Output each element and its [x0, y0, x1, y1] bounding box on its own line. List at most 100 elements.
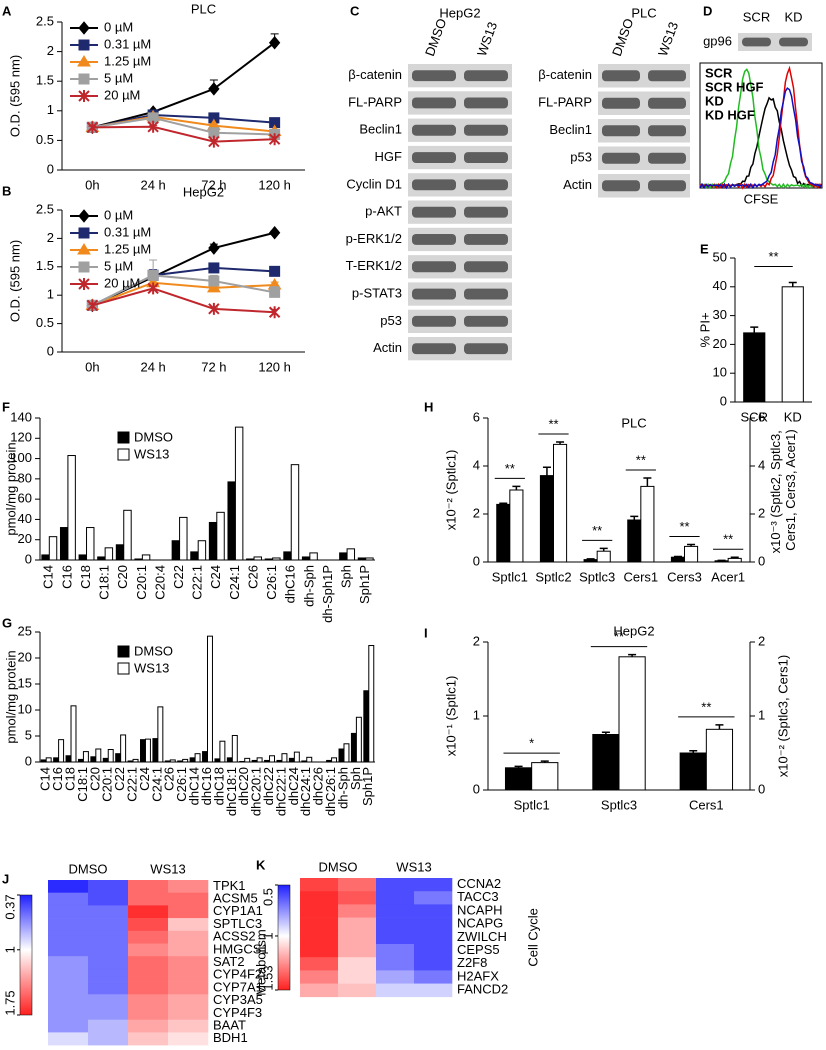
error-bar: [730, 556, 739, 559]
colorbar-tick-label: 1: [260, 932, 275, 939]
marker: [147, 120, 159, 133]
bar: [190, 551, 199, 561]
bar: [301, 556, 311, 561]
panel-letter: H: [424, 399, 433, 414]
x-tick-label: C16: [59, 565, 74, 589]
x-tick-label: C14: [41, 565, 56, 589]
bar: [104, 547, 114, 561]
row-label: SAT2: [213, 954, 245, 969]
bar: [531, 762, 559, 791]
heat-cell: [88, 956, 129, 970]
y-tick-label: 40: [18, 511, 32, 526]
bar: [97, 556, 106, 561]
x-tick-label: dh-Sph: [301, 565, 316, 607]
x-tick-label: dhC14: [187, 767, 202, 805]
plot-frame: [699, 62, 823, 189]
bar: [78, 554, 88, 561]
bar: [539, 475, 555, 563]
legend-label: SCR: [705, 65, 733, 80]
row-label: p53: [380, 313, 402, 328]
legend-label: 5 µM: [104, 70, 133, 85]
marker: [86, 121, 99, 134]
heat-cell: [338, 904, 377, 918]
bar: [157, 706, 164, 763]
band: [464, 288, 508, 300]
colorbar: [277, 884, 291, 991]
heat-cell: [88, 994, 129, 1008]
y-tick-label: 2: [47, 230, 54, 245]
row-label: NCAPH: [457, 902, 503, 917]
y-tick-label: 2.5: [36, 13, 54, 28]
lane-label: WS13: [655, 20, 681, 58]
heat-cell: [376, 917, 415, 932]
row-label: FANCD2: [457, 982, 508, 997]
panel-letter: C: [350, 3, 360, 18]
bar: [141, 554, 151, 561]
significance: **: [548, 416, 558, 431]
band: [602, 125, 640, 137]
blot-strip: [408, 309, 512, 333]
y-axis-label: pmol/mg protein: [3, 442, 18, 535]
y2-axis-label: x10⁻³ (Sptlc2, Sptlc3, Cers1, Cers3, Ace…: [768, 427, 798, 554]
heat-cell: [88, 930, 129, 944]
error-bar: [630, 515, 639, 520]
error-bar: [687, 543, 696, 547]
error-bar: [599, 547, 608, 552]
heat-cell: [48, 956, 89, 970]
bar: [226, 757, 233, 763]
x-tick-label: Sptlc3: [579, 569, 615, 584]
bar: [102, 757, 109, 763]
lane-label: KD: [784, 9, 802, 24]
significance: **: [636, 452, 646, 467]
heat-cell: [128, 1007, 169, 1020]
x-tick-label: Cers1: [689, 797, 724, 812]
lane-label: SCR: [743, 9, 770, 24]
legend-label: DMSO: [134, 429, 173, 444]
x-tick-label: C14: [38, 767, 53, 791]
y2-tick-label: 0: [758, 553, 765, 568]
row-label: Actin: [563, 177, 592, 192]
x-tick-label: 24 h: [140, 359, 165, 374]
error-bar: [689, 750, 698, 753]
heat-cell: [168, 1007, 209, 1020]
heat-cell: [88, 905, 129, 919]
bar: [281, 753, 288, 763]
row-label: TACC3: [457, 889, 499, 904]
x-tick-label: C24: [208, 565, 223, 589]
bar: [40, 759, 47, 763]
y-tick-label: 2: [47, 43, 54, 58]
panel-letter: D: [703, 3, 712, 18]
x-tick-label: C26:1: [264, 565, 279, 600]
heat-cell: [338, 944, 377, 958]
chart-title: PLC: [191, 1, 216, 16]
colorbar: [19, 894, 33, 1016]
y-tick-label: 4: [473, 457, 480, 472]
series-line: [92, 116, 275, 136]
heat-cell: [414, 970, 453, 984]
row-label: SPTLC3: [213, 916, 262, 931]
blot-strip: [598, 174, 690, 198]
bar: [346, 548, 356, 561]
y-tick-label: 0: [25, 551, 32, 566]
bar: [231, 734, 238, 763]
blot-strip: [598, 91, 690, 115]
row-label: Cyclin D1: [346, 176, 402, 191]
y-tick-label: 1.5: [36, 73, 54, 88]
x-tick-label: KD: [784, 409, 802, 424]
y-tick-label: 30: [713, 307, 727, 322]
heat-cell: [376, 970, 415, 984]
legend-label: 0.31 µM: [104, 36, 151, 51]
error-bar: [499, 502, 508, 505]
row-label: p-AKT: [365, 204, 402, 219]
heat-cell: [338, 930, 377, 945]
y-tick-label: 2: [473, 633, 480, 648]
heat-cell: [338, 957, 377, 971]
legend-label: 0 µM: [104, 19, 133, 34]
band: [648, 125, 686, 137]
marker: [208, 275, 220, 287]
heat-cell: [48, 905, 89, 919]
x-tick-label: C20: [87, 767, 102, 791]
label-line: Cers1, Cers3, Acer1): [783, 429, 798, 550]
bar: [164, 760, 171, 763]
x-tick-label: C22:1: [124, 767, 139, 802]
